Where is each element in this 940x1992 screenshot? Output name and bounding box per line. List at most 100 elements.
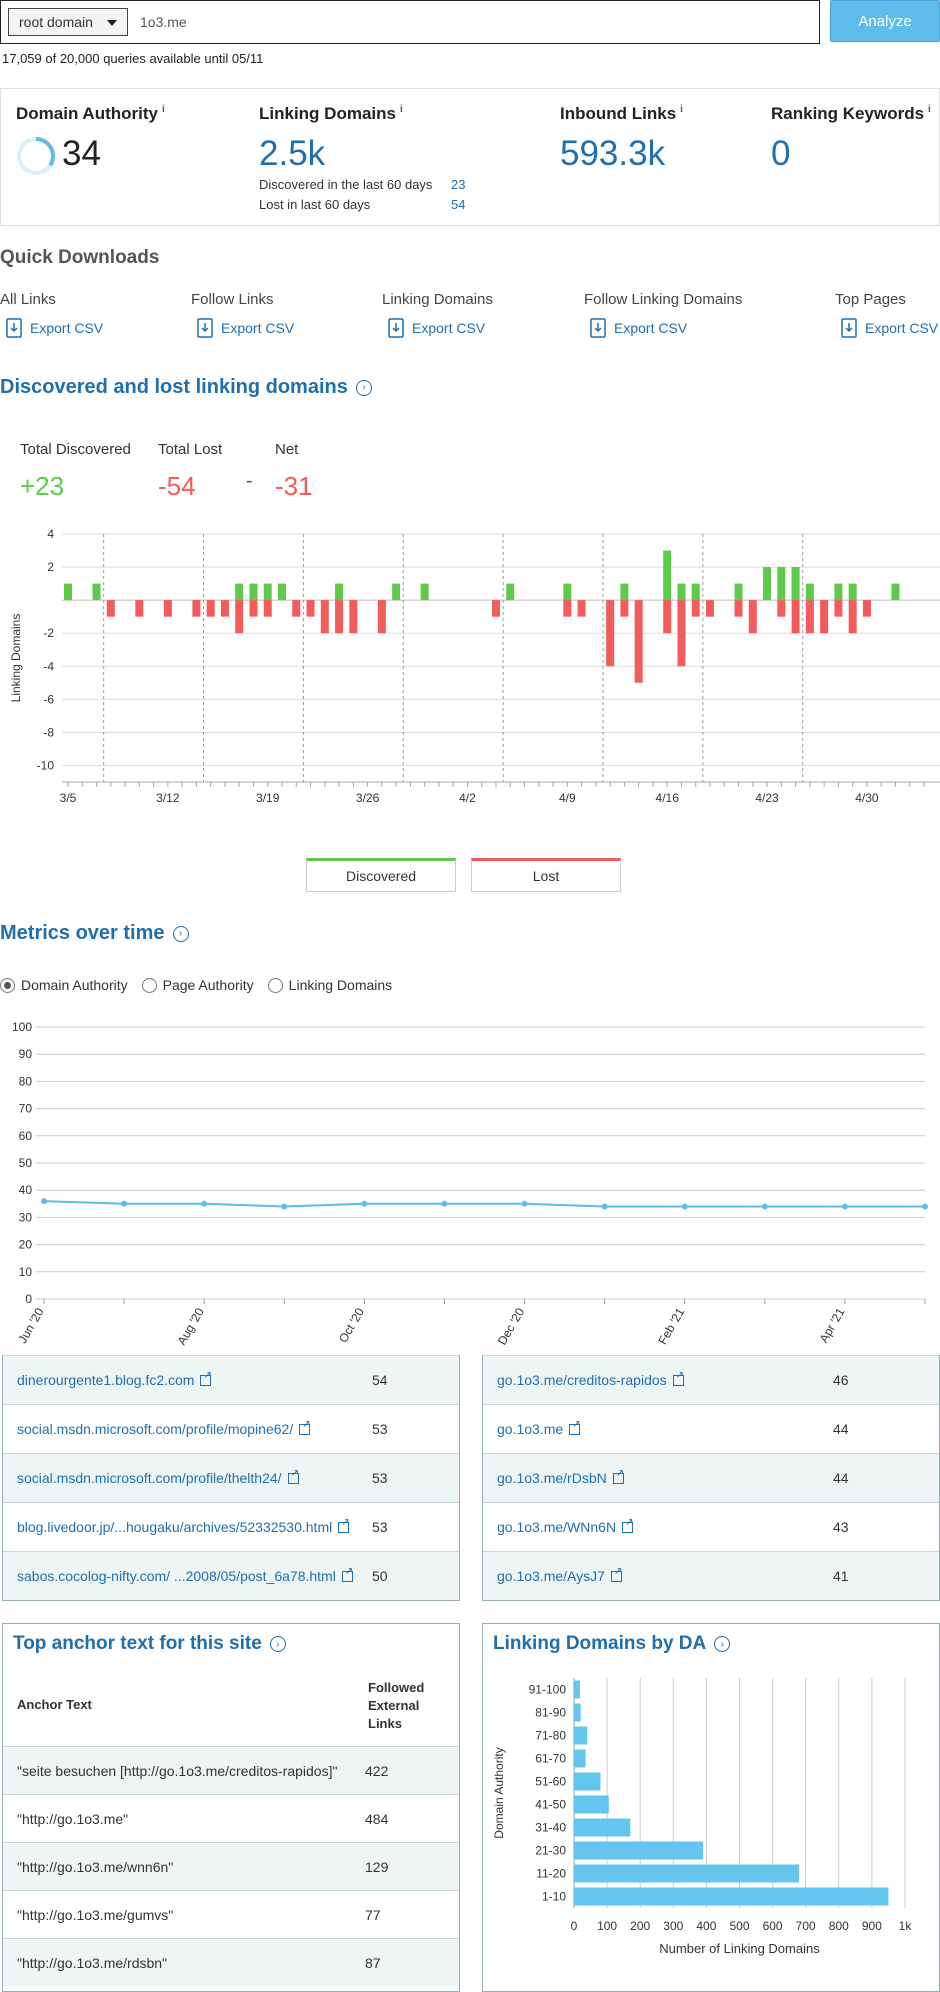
- x-tick-label: Oct '20: [336, 1305, 367, 1345]
- domain-authority-cell: 53: [372, 1519, 388, 1535]
- x-tick-label: 1k: [899, 1919, 913, 1933]
- external-link-icon[interactable]: [622, 1517, 633, 1533]
- net-label: Net: [275, 441, 299, 458]
- linking-page-link[interactable]: go.1o3.me/creditos-rapidos: [483, 1370, 833, 1388]
- radio-domain-authority[interactable]: [0, 977, 15, 993]
- discovered-bar: [677, 583, 686, 601]
- lost-bar: [106, 600, 115, 617]
- y-tick-label: 11-20: [536, 1867, 566, 1881]
- da-bar: [574, 1864, 800, 1883]
- info-icon[interactable]: i: [680, 104, 683, 116]
- chevron-right-circle-icon[interactable]: ›: [355, 379, 372, 396]
- info-icon[interactable]: i: [928, 104, 931, 116]
- discovered-60-value[interactable]: 23: [451, 177, 466, 192]
- caret-down-icon: [107, 20, 117, 26]
- x-tick-label: 0: [571, 1919, 578, 1933]
- y-tick-label: 4: [47, 527, 54, 541]
- lost-bar: [691, 600, 700, 617]
- linking-domain-link[interactable]: dinerourgente1.blog.fc2.com: [3, 1370, 358, 1388]
- domain-authority-cell: 53: [372, 1421, 388, 1437]
- lost-bar: [163, 600, 172, 617]
- info-icon[interactable]: i: [399, 104, 403, 116]
- export-csv-follow-linking-domains[interactable]: Export CSV: [590, 318, 687, 338]
- linking-page-link[interactable]: go.1o3.me/WNn6N: [483, 1517, 833, 1535]
- external-link-icon[interactable]: [338, 1517, 350, 1533]
- y-tick-label: 80: [19, 1074, 33, 1088]
- discovered-bar: [734, 583, 743, 601]
- lost-bar: [706, 600, 714, 617]
- linking-domains-value: 2.5k: [259, 134, 326, 173]
- export-csv-follow-links[interactable]: Export CSV: [197, 318, 294, 338]
- followed-links-cell: 484: [365, 1810, 389, 1827]
- metrics-over-time-title: Metrics over time ›: [0, 922, 189, 945]
- external-link-icon[interactable]: [672, 1370, 684, 1386]
- y-tick-label: 100: [12, 1020, 32, 1034]
- page-authority-cell: 46: [833, 1372, 849, 1388]
- y-tick-label: 70: [19, 1102, 33, 1116]
- da-point: [201, 1200, 208, 1207]
- radio-page-authority[interactable]: [141, 977, 157, 993]
- discovered-bar: [620, 583, 629, 601]
- external-link-icon[interactable]: [299, 1419, 311, 1435]
- y-tick-label: -8: [43, 725, 54, 739]
- x-tick-label: 700: [796, 1919, 816, 1933]
- linking-domain-link[interactable]: blog.livedoor.jp/...hougaku/archives/523…: [3, 1517, 358, 1535]
- x-tick-label: 300: [663, 1919, 683, 1933]
- y-tick-label: 31-40: [535, 1821, 566, 1835]
- linking-domain-link[interactable]: social.msdn.microsoft.com/profile/mopine…: [3, 1419, 358, 1437]
- x-tick-label: Aug '20: [174, 1305, 206, 1347]
- linking-page-link[interactable]: go.1o3.me/rDsbN: [483, 1468, 833, 1486]
- search-input[interactable]: [140, 10, 800, 34]
- scope-select[interactable]: root domain: [8, 8, 128, 36]
- lost-60-value[interactable]: 54: [451, 197, 466, 212]
- lost-60-label: Lost in last 60 days: [259, 197, 371, 212]
- anchor-text-cell: "http://go.1o3.me/wnn6n": [17, 1858, 174, 1875]
- linking-domain-link[interactable]: sabos.cocolog-nifty.com/ ...2008/05/post…: [3, 1566, 358, 1584]
- da-bar: [574, 1818, 631, 1837]
- linking-domains-label: Linking Domains i: [259, 104, 403, 123]
- total-lost-label: Total Lost: [158, 441, 223, 458]
- linking-domain-link[interactable]: social.msdn.microsoft.com/profile/thelth…: [3, 1468, 358, 1486]
- external-link-icon[interactable]: [287, 1468, 299, 1484]
- download-file-icon: [841, 318, 857, 338]
- table-row: go.1o3.me44: [483, 1404, 939, 1453]
- followed-links-cell: 129: [365, 1858, 389, 1875]
- y-tick-label: 91-100: [529, 1683, 567, 1697]
- radio-linking-domains[interactable]: [267, 977, 283, 993]
- followed-links-cell: 77: [365, 1906, 381, 1923]
- chevron-right-circle-icon[interactable]: ›: [172, 925, 189, 942]
- table-row: dinerourgente1.blog.fc2.com 54: [3, 1355, 459, 1404]
- domain-authority-value: 34: [62, 134, 101, 173]
- da-bar: [574, 1772, 601, 1791]
- linking-page-link[interactable]: go.1o3.me: [483, 1419, 833, 1437]
- export-csv-all-links[interactable]: Export CSV: [6, 318, 103, 338]
- y-tick-label: 10: [19, 1265, 33, 1279]
- y-tick-label: -2: [43, 626, 54, 640]
- lost-bar: [563, 600, 572, 617]
- y-tick-label: 21-30: [535, 1844, 566, 1858]
- da-bar: [574, 1841, 704, 1860]
- legend-discovered[interactable]: Discovered: [306, 858, 456, 892]
- discovered-bar: [278, 583, 286, 601]
- export-csv-top-pages[interactable]: Export CSV: [841, 318, 938, 338]
- analyze-button[interactable]: Analyze: [830, 0, 940, 42]
- discovered-bar: [392, 583, 401, 601]
- legend-lost[interactable]: Lost: [471, 858, 621, 892]
- chevron-right-circle-icon[interactable]: ›: [269, 1636, 286, 1652]
- external-link-icon[interactable]: [612, 1468, 624, 1484]
- external-link-icon[interactable]: [200, 1370, 212, 1386]
- total-discovered-value: +23: [20, 471, 65, 501]
- y-tick-label: 40: [19, 1183, 33, 1197]
- da-distribution-chart: 0 100 200 300 400 500 600 700 800 900 1k 91-100 81-9…: [492, 1678, 913, 1956]
- export-csv-linking-domains[interactable]: Export CSV: [388, 318, 485, 338]
- external-link-icon[interactable]: [569, 1419, 581, 1435]
- chevron-right-circle-icon[interactable]: ›: [714, 1636, 731, 1652]
- external-link-icon[interactable]: [610, 1566, 622, 1582]
- external-link-icon[interactable]: [341, 1566, 353, 1582]
- info-icon[interactable]: i: [161, 104, 165, 116]
- linking-page-link[interactable]: go.1o3.me/AysJ7: [483, 1566, 833, 1584]
- y-axis-label: Linking Domains: [9, 614, 23, 703]
- page-authority-cell: 44: [833, 1470, 849, 1486]
- da-point: [361, 1200, 368, 1207]
- da-point: [441, 1200, 448, 1207]
